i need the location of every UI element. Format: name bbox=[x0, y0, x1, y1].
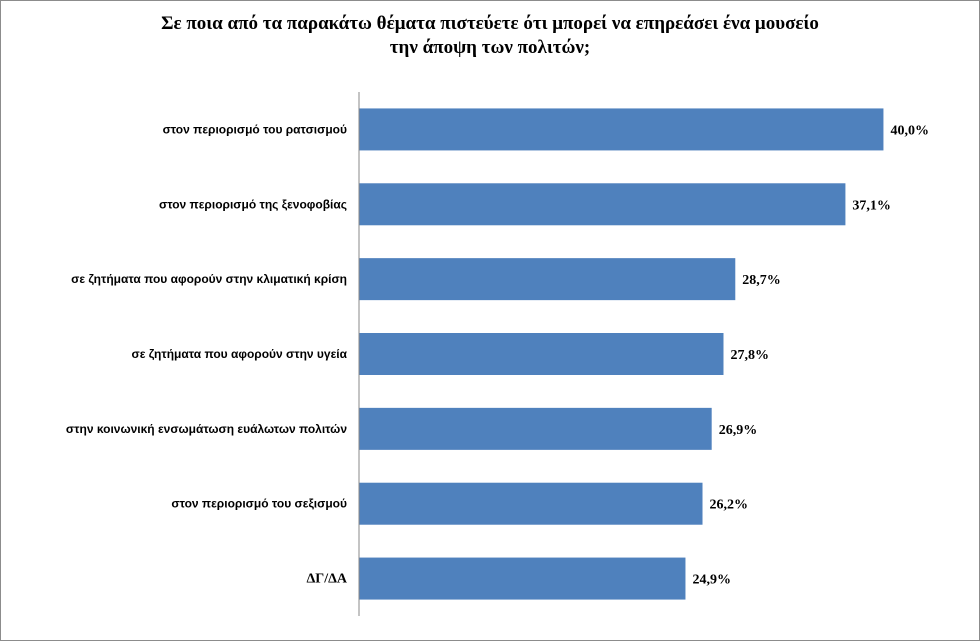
value-label-5: 26,9% bbox=[719, 423, 758, 438]
bar-1 bbox=[359, 108, 884, 151]
value-label-1: 40,0% bbox=[890, 123, 929, 138]
value-label-7: 24,9% bbox=[692, 573, 731, 588]
bar-4 bbox=[359, 333, 724, 375]
category-label-7: ΔΓ/ΔΑ bbox=[307, 572, 348, 587]
bar-5 bbox=[359, 407, 712, 450]
category-label-5: στην κοινωνική ενσωμάτωση ευάλωτων πολιτ… bbox=[66, 422, 347, 436]
value-label-3: 28,7% bbox=[742, 273, 781, 288]
value-label-4: 27,8% bbox=[730, 348, 769, 363]
category-label-4: σε ζητήματα που αφορούν στην υγεία bbox=[132, 347, 348, 361]
bar-6 bbox=[359, 482, 703, 525]
bar-2 bbox=[359, 183, 846, 226]
bar-3 bbox=[359, 258, 736, 301]
value-label-6: 26,2% bbox=[710, 498, 749, 513]
bar-7 bbox=[359, 557, 686, 600]
category-label-3: σε ζητήματα που αφορούν στην κλιματική κ… bbox=[71, 272, 347, 286]
chart-title-line-1: Σε ποια από τα παρακάτω θέματα πιστεύετε… bbox=[161, 13, 819, 34]
chart-title-line-2: την άποψη των πολιτών; bbox=[389, 37, 591, 58]
chart-title: Σε ποια από τα παρακάτω θέματα πιστεύετε… bbox=[0, 12, 980, 60]
value-label-2: 37,1% bbox=[852, 198, 891, 213]
category-label-2: στον περιορισμό της ξενοφοβίας bbox=[159, 197, 347, 211]
category-label-6: στον περιορισμό του σεξισμού bbox=[171, 497, 347, 511]
category-label-1: στον περιορισμό του ρατσισμού bbox=[163, 122, 347, 136]
